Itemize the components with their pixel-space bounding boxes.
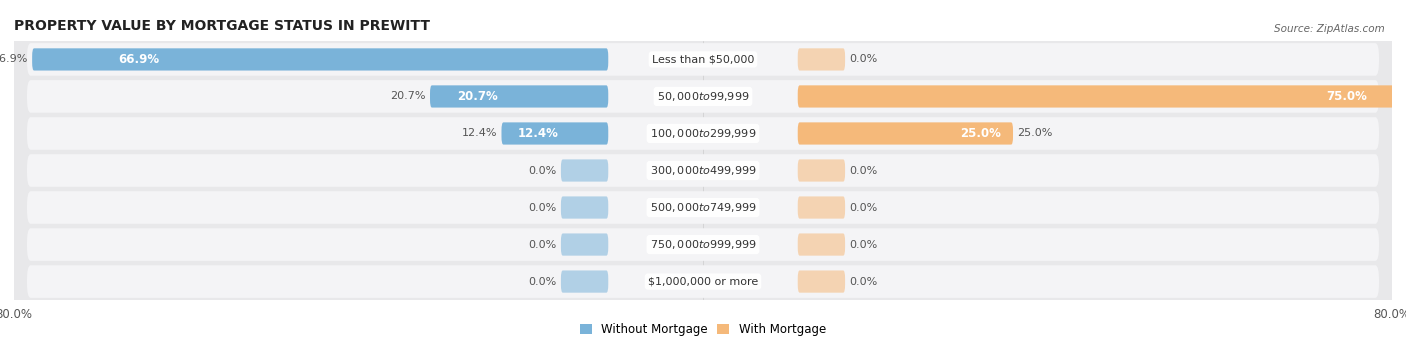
Text: 0.0%: 0.0% xyxy=(849,165,877,176)
FancyBboxPatch shape xyxy=(561,270,609,293)
Bar xyxy=(14,152,1392,189)
Text: $1,000,000 or more: $1,000,000 or more xyxy=(648,277,758,286)
Text: 66.9%: 66.9% xyxy=(0,55,28,64)
FancyBboxPatch shape xyxy=(561,196,609,219)
Text: $500,000 to $749,999: $500,000 to $749,999 xyxy=(650,201,756,214)
Text: 0.0%: 0.0% xyxy=(529,239,557,250)
FancyBboxPatch shape xyxy=(797,48,845,71)
Text: 75.0%: 75.0% xyxy=(1326,90,1367,103)
Legend: Without Mortgage, With Mortgage: Without Mortgage, With Mortgage xyxy=(575,318,831,341)
FancyBboxPatch shape xyxy=(27,228,1379,261)
Text: 0.0%: 0.0% xyxy=(529,165,557,176)
Text: 0.0%: 0.0% xyxy=(849,55,877,64)
Text: PROPERTY VALUE BY MORTGAGE STATUS IN PREWITT: PROPERTY VALUE BY MORTGAGE STATUS IN PRE… xyxy=(14,19,430,33)
FancyBboxPatch shape xyxy=(27,80,1379,113)
Text: 66.9%: 66.9% xyxy=(118,53,160,66)
Text: 12.4%: 12.4% xyxy=(461,129,498,138)
FancyBboxPatch shape xyxy=(797,85,1406,107)
Text: Source: ZipAtlas.com: Source: ZipAtlas.com xyxy=(1274,24,1385,34)
Bar xyxy=(14,115,1392,152)
Text: 0.0%: 0.0% xyxy=(529,203,557,212)
FancyBboxPatch shape xyxy=(502,122,609,145)
Text: 12.4%: 12.4% xyxy=(517,127,558,140)
Text: $300,000 to $499,999: $300,000 to $499,999 xyxy=(650,164,756,177)
FancyBboxPatch shape xyxy=(32,48,609,71)
Text: 25.0%: 25.0% xyxy=(960,127,1001,140)
FancyBboxPatch shape xyxy=(797,196,845,219)
Text: 20.7%: 20.7% xyxy=(391,91,426,102)
Text: 0.0%: 0.0% xyxy=(529,277,557,286)
Text: $50,000 to $99,999: $50,000 to $99,999 xyxy=(657,90,749,103)
FancyBboxPatch shape xyxy=(27,265,1379,298)
Bar xyxy=(14,189,1392,226)
FancyBboxPatch shape xyxy=(797,122,1012,145)
FancyBboxPatch shape xyxy=(561,234,609,256)
Text: 0.0%: 0.0% xyxy=(849,203,877,212)
FancyBboxPatch shape xyxy=(27,43,1379,76)
FancyBboxPatch shape xyxy=(27,191,1379,224)
Text: Less than $50,000: Less than $50,000 xyxy=(652,55,754,64)
Text: 0.0%: 0.0% xyxy=(849,239,877,250)
Text: 25.0%: 25.0% xyxy=(1018,129,1053,138)
Text: 0.0%: 0.0% xyxy=(849,277,877,286)
FancyBboxPatch shape xyxy=(27,154,1379,187)
Bar xyxy=(14,263,1392,300)
Bar xyxy=(14,41,1392,78)
Bar xyxy=(14,78,1392,115)
Text: $750,000 to $999,999: $750,000 to $999,999 xyxy=(650,238,756,251)
FancyBboxPatch shape xyxy=(797,234,845,256)
FancyBboxPatch shape xyxy=(561,159,609,182)
Text: 20.7%: 20.7% xyxy=(457,90,498,103)
Text: $100,000 to $299,999: $100,000 to $299,999 xyxy=(650,127,756,140)
Bar xyxy=(14,226,1392,263)
FancyBboxPatch shape xyxy=(797,270,845,293)
FancyBboxPatch shape xyxy=(797,159,845,182)
FancyBboxPatch shape xyxy=(430,85,609,107)
FancyBboxPatch shape xyxy=(27,117,1379,150)
